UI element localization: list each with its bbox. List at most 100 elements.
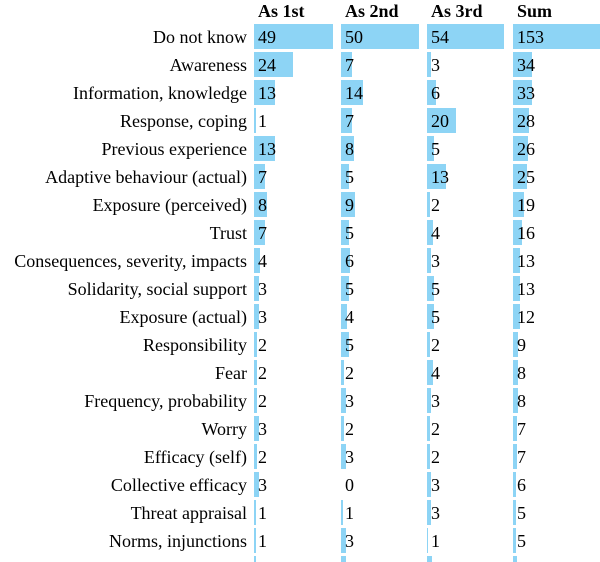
data-bar <box>341 24 419 49</box>
value-text: 4 <box>345 307 354 327</box>
value-text: 34 <box>517 55 535 75</box>
value-text: 54 <box>431 27 449 47</box>
data-bar <box>341 192 355 217</box>
value-text: 3 <box>431 503 440 523</box>
data-bar <box>513 276 521 301</box>
value-text: 2 <box>431 195 440 215</box>
table-row: Collective efficacy 3 0 3 6 <box>0 471 600 499</box>
value-text: 3 <box>258 279 267 299</box>
table-row: Exposure (perceived) 8 9 2 19 <box>0 191 600 219</box>
table-row: Threat appraisal 1 1 3 5 <box>0 499 600 527</box>
value-text: 3 <box>258 475 267 495</box>
value-cell: 14 <box>341 79 427 107</box>
data-bar <box>341 248 351 273</box>
data-bar <box>427 500 432 525</box>
value-cell: 25 <box>513 163 600 191</box>
value-text: 0 <box>345 475 354 495</box>
value-cell: 13 <box>513 275 600 303</box>
data-bar <box>254 248 261 273</box>
value-text: 5 <box>431 307 440 327</box>
value-text: 5 <box>345 167 354 187</box>
value-text: 6 <box>345 251 354 271</box>
value-cell: 12 <box>513 303 600 331</box>
value-cell: 1 <box>254 527 341 555</box>
table-header-row: As 1st As 2nd As 3rd Sum <box>0 0 600 23</box>
row-label: Awareness <box>169 54 247 75</box>
data-bar <box>513 416 517 441</box>
value-cell: 50 <box>341 23 427 51</box>
column-header-as-1st: As 1st <box>254 0 341 23</box>
row-label: Previous experience <box>101 138 247 159</box>
value-text: 7 <box>517 419 526 439</box>
value-cell <box>427 555 513 562</box>
row-label: Do not know <box>153 26 247 47</box>
value-cell: 54 <box>427 23 513 51</box>
value-text: 1 <box>258 531 267 551</box>
data-bar <box>254 500 256 525</box>
row-label: Exposure (perceived) <box>92 194 247 215</box>
value-text: 5 <box>345 335 354 355</box>
data-bar <box>513 500 516 525</box>
data-bar <box>427 80 436 105</box>
value-cell: 2 <box>341 415 427 443</box>
value-cell <box>254 555 341 562</box>
data-bar <box>427 108 456 133</box>
row-label: Information, knowledge <box>73 82 247 103</box>
value-cell: 3 <box>341 443 427 471</box>
data-bar <box>254 136 275 161</box>
data-bar <box>341 276 349 301</box>
row-label: Adaptive behaviour (actual) <box>45 166 247 187</box>
data-bar <box>341 52 352 77</box>
table-row: Do not know 49 50 54 153 <box>0 23 600 51</box>
data-bar <box>254 220 266 245</box>
value-text: 6 <box>431 83 440 103</box>
data-bar <box>254 416 259 441</box>
value-text: 2 <box>431 419 440 439</box>
value-cell: 3 <box>427 51 513 79</box>
value-cell: 13 <box>427 163 513 191</box>
data-bar <box>513 164 528 189</box>
data-bar <box>254 360 258 385</box>
value-cell <box>513 555 600 562</box>
value-cell: 5 <box>513 499 600 527</box>
data-bar <box>341 556 346 562</box>
column-header-as-2nd: As 2nd <box>341 0 427 23</box>
value-cell: 2 <box>427 331 513 359</box>
value-cell: 4 <box>254 247 341 275</box>
value-cell: 6 <box>513 471 600 499</box>
value-text: 4 <box>431 363 440 383</box>
data-bar <box>427 332 430 357</box>
value-text: 6 <box>517 475 526 495</box>
row-label: Threat appraisal <box>130 502 247 523</box>
data-bar <box>341 416 345 441</box>
value-cell: 3 <box>427 387 513 415</box>
value-text: 13 <box>258 139 276 159</box>
data-bar <box>513 192 524 217</box>
value-text: 9 <box>345 195 354 215</box>
value-cell: 7 <box>513 443 600 471</box>
data-bar <box>427 556 432 562</box>
value-text: 3 <box>431 475 440 495</box>
value-text: 25 <box>517 167 535 187</box>
data-bar <box>427 24 504 49</box>
value-cell: 24 <box>254 51 341 79</box>
value-cell: 4 <box>341 303 427 331</box>
value-cell: 2 <box>427 191 513 219</box>
column-header-as-3rd: As 3rd <box>427 0 513 23</box>
row-label: Frequency, probability <box>84 390 247 411</box>
value-cell: 7 <box>254 163 341 191</box>
data-bar <box>254 304 259 329</box>
value-cell: 1 <box>254 499 341 527</box>
partial-next-row <box>0 555 600 562</box>
row-label: Exposure (actual) <box>119 306 247 327</box>
data-bar <box>513 24 600 49</box>
value-cell: 28 <box>513 107 600 135</box>
value-cell: 13 <box>254 79 341 107</box>
value-cell: 3 <box>427 247 513 275</box>
row-label: Consequences, severity, impacts <box>14 250 247 271</box>
value-cell: 9 <box>513 331 600 359</box>
value-cell: 153 <box>513 23 600 51</box>
value-cell: 26 <box>513 135 600 163</box>
row-label: Worry <box>201 418 247 439</box>
row-label: Fear <box>215 362 247 383</box>
